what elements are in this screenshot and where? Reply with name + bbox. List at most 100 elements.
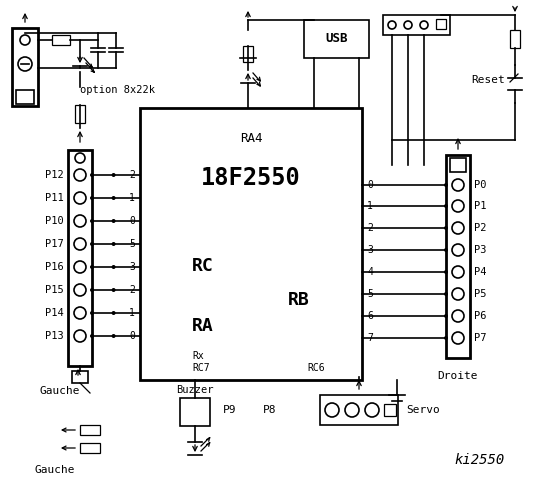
Bar bbox=[384, 404, 396, 416]
Circle shape bbox=[74, 238, 86, 250]
Circle shape bbox=[112, 242, 116, 246]
Circle shape bbox=[112, 196, 116, 200]
Text: option 8x22k: option 8x22k bbox=[81, 85, 155, 95]
Circle shape bbox=[74, 284, 86, 296]
Text: P2: P2 bbox=[474, 223, 487, 233]
Circle shape bbox=[345, 403, 359, 417]
Text: 2: 2 bbox=[367, 223, 373, 233]
Bar bbox=[436, 19, 446, 29]
Text: RA4: RA4 bbox=[240, 132, 262, 144]
Circle shape bbox=[452, 332, 464, 344]
Circle shape bbox=[74, 261, 86, 273]
Circle shape bbox=[90, 242, 94, 246]
Circle shape bbox=[452, 244, 464, 256]
Text: 18F2550: 18F2550 bbox=[201, 166, 301, 190]
Text: RC: RC bbox=[192, 257, 214, 275]
Text: P13: P13 bbox=[45, 331, 64, 341]
Text: USB: USB bbox=[325, 33, 348, 46]
Circle shape bbox=[90, 219, 94, 223]
Text: 0: 0 bbox=[129, 216, 135, 226]
Circle shape bbox=[365, 403, 379, 417]
Circle shape bbox=[74, 192, 86, 204]
Bar bbox=[243, 46, 253, 62]
Text: P6: P6 bbox=[474, 311, 487, 321]
Text: P14: P14 bbox=[45, 308, 64, 318]
Bar bbox=[72, 371, 88, 383]
Text: P16: P16 bbox=[45, 262, 64, 272]
Text: P17: P17 bbox=[45, 239, 64, 249]
Circle shape bbox=[452, 310, 464, 322]
Circle shape bbox=[444, 336, 448, 340]
Circle shape bbox=[444, 183, 448, 187]
Circle shape bbox=[112, 219, 116, 223]
Circle shape bbox=[74, 307, 86, 319]
Circle shape bbox=[90, 173, 94, 177]
Bar bbox=[16, 90, 34, 104]
Text: P10: P10 bbox=[45, 216, 64, 226]
Bar bbox=[320, 395, 398, 425]
Circle shape bbox=[112, 265, 116, 269]
Circle shape bbox=[404, 21, 412, 29]
Circle shape bbox=[444, 292, 448, 296]
Text: 6: 6 bbox=[367, 311, 373, 321]
Text: 1: 1 bbox=[129, 308, 135, 318]
Bar bbox=[68, 150, 92, 366]
Text: P11: P11 bbox=[45, 193, 64, 203]
Bar bbox=[12, 28, 38, 106]
Text: RB: RB bbox=[288, 291, 310, 309]
Text: Gauche: Gauche bbox=[35, 465, 75, 475]
Bar bbox=[304, 20, 369, 58]
Text: P3: P3 bbox=[474, 245, 487, 255]
Circle shape bbox=[444, 248, 448, 252]
Text: 0: 0 bbox=[129, 331, 135, 341]
Circle shape bbox=[90, 288, 94, 292]
Text: P7: P7 bbox=[474, 333, 487, 343]
Text: 2: 2 bbox=[129, 170, 135, 180]
Text: P0: P0 bbox=[474, 180, 487, 190]
Text: 5: 5 bbox=[367, 289, 373, 299]
Circle shape bbox=[90, 196, 94, 200]
Bar bbox=[80, 425, 100, 435]
Circle shape bbox=[20, 35, 30, 45]
Circle shape bbox=[112, 288, 116, 292]
Circle shape bbox=[452, 288, 464, 300]
Bar bbox=[52, 35, 70, 45]
Bar bbox=[140, 108, 362, 380]
Circle shape bbox=[90, 265, 94, 269]
Bar bbox=[450, 158, 466, 172]
Circle shape bbox=[444, 204, 448, 208]
Text: Servo: Servo bbox=[406, 405, 440, 415]
Bar bbox=[383, 15, 450, 35]
Text: 1: 1 bbox=[367, 201, 373, 211]
Text: Droite: Droite bbox=[438, 371, 478, 381]
Text: 1: 1 bbox=[129, 193, 135, 203]
Circle shape bbox=[452, 222, 464, 234]
Text: Buzzer: Buzzer bbox=[176, 385, 214, 395]
Text: RC6: RC6 bbox=[307, 363, 325, 373]
Circle shape bbox=[90, 311, 94, 315]
Circle shape bbox=[75, 153, 85, 163]
Bar bbox=[180, 398, 210, 426]
Text: P8: P8 bbox=[263, 405, 276, 415]
Circle shape bbox=[112, 311, 116, 315]
Text: 2: 2 bbox=[129, 285, 135, 295]
Circle shape bbox=[444, 226, 448, 230]
Text: 7: 7 bbox=[367, 333, 373, 343]
Text: ki2550: ki2550 bbox=[455, 453, 505, 467]
Bar bbox=[75, 105, 85, 123]
Circle shape bbox=[74, 215, 86, 227]
Text: Gauche: Gauche bbox=[40, 386, 80, 396]
Text: Reset: Reset bbox=[471, 75, 505, 85]
Text: 5: 5 bbox=[129, 239, 135, 249]
Circle shape bbox=[325, 403, 339, 417]
Circle shape bbox=[444, 270, 448, 274]
Text: P5: P5 bbox=[474, 289, 487, 299]
Circle shape bbox=[452, 200, 464, 212]
Circle shape bbox=[420, 21, 428, 29]
Circle shape bbox=[452, 266, 464, 278]
Text: P15: P15 bbox=[45, 285, 64, 295]
Text: 0: 0 bbox=[367, 180, 373, 190]
Circle shape bbox=[112, 173, 116, 177]
Text: P12: P12 bbox=[45, 170, 64, 180]
Circle shape bbox=[452, 179, 464, 191]
